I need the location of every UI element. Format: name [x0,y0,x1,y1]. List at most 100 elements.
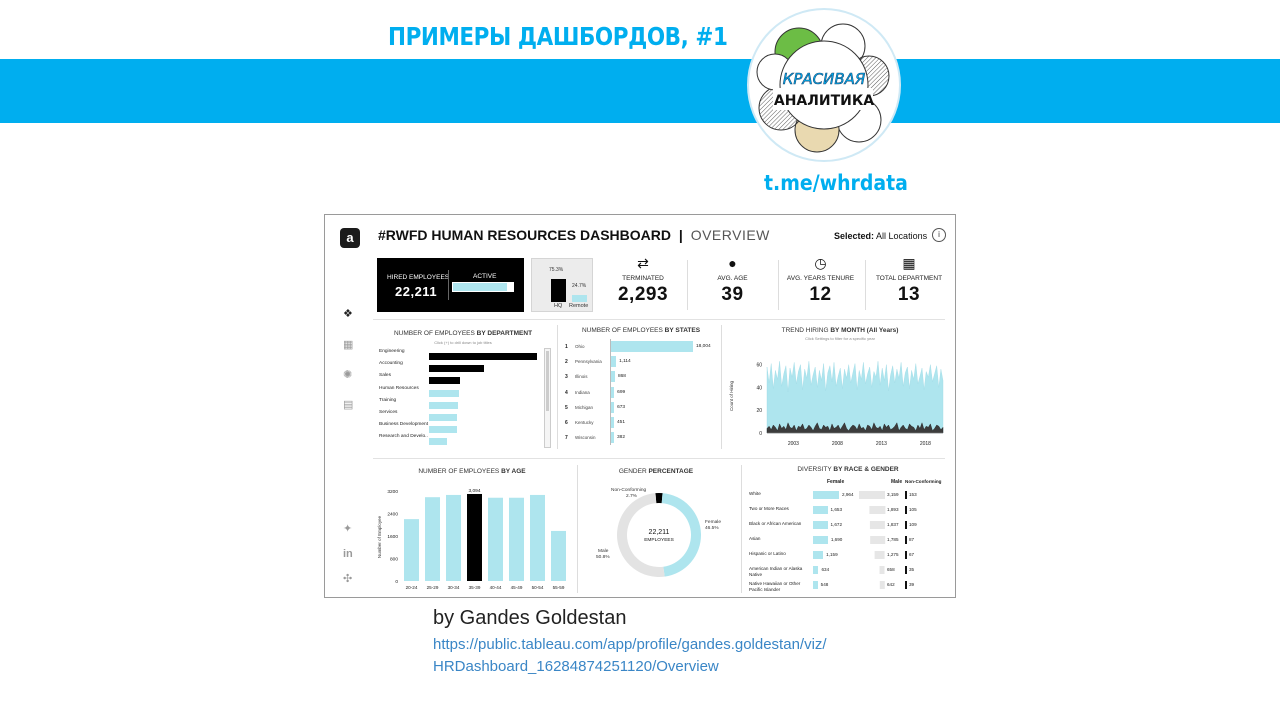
kpi-divider [687,260,688,310]
dashboard-screenshot: a ❖ ▦ ✺ ▤ ✦ in ✣ #RWFD HUMAN RESOURCES D… [324,214,956,598]
age-bar [488,497,503,581]
gear-icon[interactable]: ✺ [343,369,353,381]
age-xtick: 35-39 [469,585,481,590]
credit-url[interactable]: https://public.tableau.com/app/profile/g… [433,634,827,678]
nc-bar [905,506,907,514]
state-bar [611,417,614,428]
info-icon[interactable]: i [932,228,946,242]
twitter-icon[interactable]: ✦ [343,523,353,535]
state-value: 18,004 [696,344,711,349]
state-rank: 5 [565,404,568,411]
age-chart: 3200 2400 1600 800 0 Number of Employee 20-24 2… [377,488,566,590]
female-bar [813,581,818,589]
race-label: White [749,491,761,496]
nc-bar [905,551,907,559]
dept-bar [429,365,485,373]
telegram-link[interactable]: t.me/whrdata [764,171,908,195]
selected-value: All Locations [876,231,928,241]
location-filter[interactable]: Selected: All Locations [834,231,927,241]
age-ytick: 3200 [387,489,398,495]
kpi-value: 2,293 [617,284,669,305]
male-bar [870,536,885,544]
age-title-bold: BY AGE [501,468,526,475]
trend-xtick: 2018 [920,441,931,447]
kpi-value: 13 [897,284,921,305]
kpi-terminated: ⇄ TERMINATED 2,293 [607,255,679,315]
states-title-bold: BY STATES [664,327,701,334]
dept-label: Business Development [379,422,429,428]
swap-icon: ⇄ [637,255,649,271]
dept-scrollbar[interactable] [544,348,551,448]
male-value: 1,275 [887,552,899,557]
state-value: 451 [617,420,626,425]
age-xtick: 50-54 [532,585,544,590]
gender-slice-male [617,493,665,577]
state-value: 1,114 [619,359,631,365]
kpi-divider [778,260,779,310]
gender-title: GENDER PERCENTAGE [581,468,731,475]
dept-label: Human Resources [379,385,419,391]
age-bar [404,519,419,581]
male-value: 1,837 [887,522,899,527]
row-divider [373,458,945,459]
linkedin-icon[interactable]: in [343,548,353,560]
hired-employees-card: HIRED EMPLOYEES 22,211 ACTIVE [377,258,524,312]
dept-bar [429,389,459,397]
kpi-value: 39 [721,284,744,305]
tableau-icon[interactable]: ✣ [343,573,353,585]
male-bar [879,566,885,574]
female-bar [813,506,828,514]
dept-hint: Click (+) to drill down to job titles [434,340,492,345]
nc-bar [905,491,907,499]
credit-url-line2[interactable]: HRDashboard_16284874251120/Overview [433,658,719,675]
document-icon[interactable]: ▤ [343,399,354,411]
female-value: 1,672 [830,522,843,527]
active-bar [452,282,514,292]
female-value: 1,690 [830,537,843,542]
dept-label: Training [379,397,397,403]
dept-label: Accounting [379,361,403,367]
female-value: 2,964 [842,492,854,497]
male-bar [874,551,885,559]
hq-bar [551,279,566,302]
nc-pct: 2.7% [626,493,638,499]
remote-label: Remote [569,303,589,309]
age-ytick: 2400 [387,512,398,518]
nc-value: 67 [909,552,915,557]
age-title-pre: NUMBER OF EMPLOYEES [418,468,500,475]
scroll-thumb[interactable] [546,351,549,411]
race-label: Two or More Races [749,506,789,511]
dept-bar [429,414,457,421]
state-rank: 1 [565,344,568,350]
building-icon: ▦ [902,255,916,271]
trend-xtick: 2008 [832,441,843,447]
gender-title-pre: GENDER [618,468,647,475]
credit-url-line1[interactable]: https://public.tableau.com/app/profile/g… [433,636,827,653]
col-male: Male [891,479,903,485]
female-value: 634 [821,567,830,572]
table-icon[interactable]: ▦ [343,339,354,351]
grid-icon[interactable]: ❖ [343,308,353,320]
male-bar [869,521,885,529]
trend-ytick: 60 [756,363,762,369]
hired-divider [448,270,449,300]
female-pct: 46.5% [705,525,719,531]
age-bar [446,494,461,581]
state-rank: 4 [565,389,568,396]
panel-divider [557,325,558,449]
age-ytick: 1600 [387,534,398,540]
trend-xtick: 2003 [788,441,799,447]
male-pct: 50.8% [596,554,610,560]
clock-icon: ◷ [814,255,827,271]
age-bar [467,493,482,581]
state-bar [611,356,617,368]
nc-value: 39 [909,582,915,587]
female-bar [813,521,828,529]
female-bar [813,536,828,544]
trend-chart: 60 40 20 0 Count of Hiring 2003 2008 2013 2018 [729,361,944,447]
trend-series-area [766,361,944,434]
dept-label: Engineering [379,349,405,354]
race-label: Native Hawaiian or Other Pacific Islande… [749,581,801,592]
race-label: Hispanic or Latino [749,551,786,556]
dept-bar [429,353,538,360]
